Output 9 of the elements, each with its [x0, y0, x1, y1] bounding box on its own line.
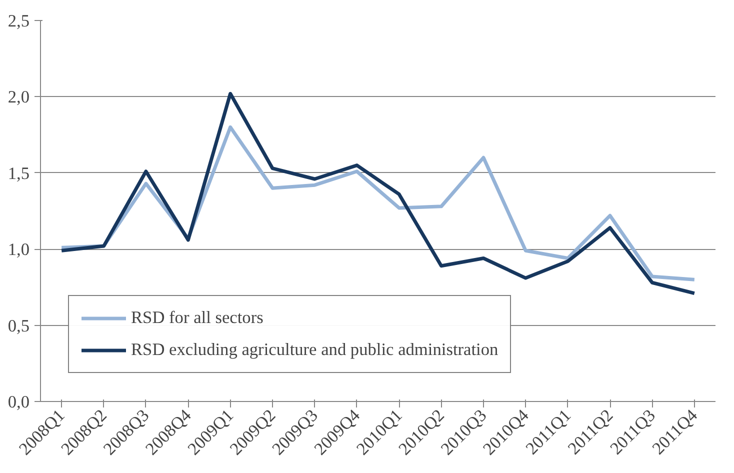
y-tick-label: 1,0 — [8, 240, 30, 260]
y-tick-label: 2,5 — [8, 12, 30, 30]
legend-label: RSD for all sectors — [131, 308, 264, 328]
y-tick-label: 0,0 — [8, 392, 30, 412]
y-tick-label: 0,5 — [8, 316, 30, 336]
y-tick-label: 1,5 — [8, 164, 30, 183]
legend-label: RSD excluding agriculture and public administration — [131, 340, 498, 360]
y-tick-label: 2,0 — [8, 88, 30, 107]
line-series — [60, 92, 696, 296]
